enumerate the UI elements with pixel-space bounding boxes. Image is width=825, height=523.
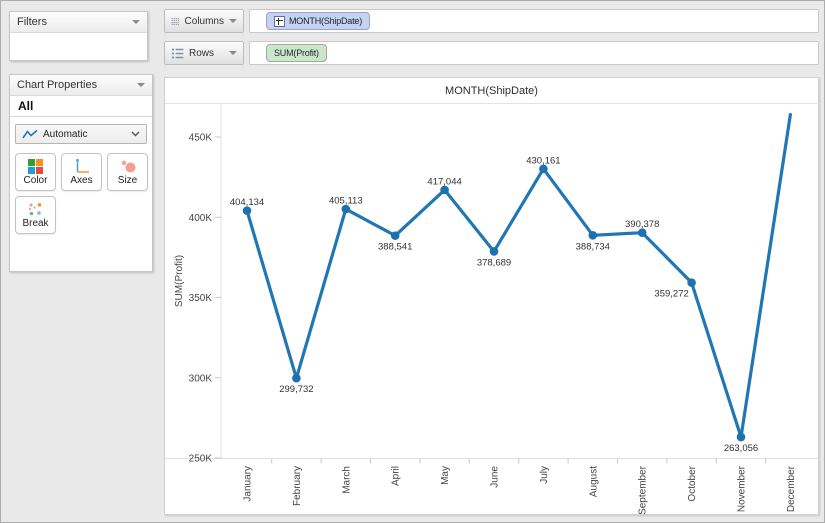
chart-title: MONTH(ShipDate) — [165, 78, 818, 104]
scope-row[interactable]: All — [10, 96, 152, 117]
shelf-menu-icon — [229, 19, 237, 23]
break-button-label: Break — [22, 217, 49, 229]
chart-properties-body: Automatic Color — [10, 117, 152, 271]
chart-properties-title: Chart Properties — [17, 79, 98, 91]
data-point[interactable] — [292, 373, 301, 383]
point-value-label: 430,161 — [526, 155, 560, 166]
data-point[interactable] — [489, 247, 499, 256]
axes-icon — [75, 158, 89, 173]
point-value-label: 390,378 — [625, 219, 659, 230]
y-tick-label: 350K — [189, 293, 213, 304]
collapse-icon — [132, 20, 140, 24]
y-axis-title: SUM(Profit) — [174, 255, 185, 307]
chart-type-dropdown[interactable]: Automatic — [15, 124, 147, 144]
x-tick-label[interactable]: September — [638, 465, 649, 515]
data-point[interactable] — [588, 231, 598, 240]
x-tick-label[interactable]: February — [292, 466, 303, 506]
color-grid-icon — [28, 158, 43, 174]
break-dots-icon — [28, 202, 42, 215]
axes-button[interactable]: Axes — [61, 153, 102, 191]
break-button[interactable]: Break — [15, 196, 56, 234]
point-value-label: 263,056 — [724, 443, 758, 454]
size-button-label: Size — [117, 174, 138, 186]
chart-properties-header[interactable]: Chart Properties — [10, 75, 152, 96]
x-tick-label[interactable]: June — [490, 466, 501, 488]
y-tick-label: 450K — [189, 133, 213, 144]
collapse-icon — [137, 83, 145, 87]
y-tick-label: 400K — [189, 213, 213, 224]
rows-pill-text: SUM(Profit) — [274, 48, 319, 58]
line-series[interactable] — [245, 112, 793, 439]
filters-drop-area[interactable] — [10, 33, 147, 60]
chart-panel: MONTH(ShipDate) 450K 400K 350K 300K 250K SUM(… — [164, 77, 819, 515]
x-tick-label[interactable]: July — [539, 466, 550, 484]
x-tick-label[interactable]: December — [786, 465, 797, 512]
chart-svg[interactable]: 450K 400K 350K 300K 250K SUM(Profit) January Fe… — [165, 104, 818, 515]
data-point[interactable] — [539, 164, 548, 174]
columns-shelf-field[interactable]: MONTH(ShipDate) — [249, 9, 819, 33]
data-point[interactable] — [637, 228, 647, 237]
scope-label: All — [18, 99, 34, 113]
rows-icon — [171, 47, 184, 59]
rows-shelf-label[interactable]: Rows — [164, 41, 244, 65]
data-point[interactable] — [242, 206, 252, 215]
data-point[interactable] — [736, 432, 746, 442]
point-value-label: 388,541 — [378, 242, 412, 253]
rows-shelf-field[interactable]: SUM(Profit) — [249, 41, 819, 65]
point-value-label: 405,113 — [329, 196, 363, 207]
x-tick-label[interactable]: November — [737, 465, 748, 512]
filters-panel-title: Filters — [17, 16, 47, 28]
y-tick-label: 250K — [189, 454, 213, 465]
chart-type-value: Automatic — [43, 128, 88, 140]
axes-button-label: Axes — [70, 174, 93, 186]
chevron-down-icon — [131, 131, 140, 137]
point-value-label: 404,134 — [230, 197, 264, 208]
x-tick-label[interactable]: October — [687, 465, 698, 501]
color-button-label: Color — [23, 174, 48, 186]
columns-pill[interactable]: MONTH(ShipDate) — [266, 12, 371, 30]
line-chart-icon — [22, 129, 38, 138]
point-value-label: 417,044 — [427, 176, 461, 187]
size-button[interactable]: Size — [107, 153, 148, 191]
x-tick-label[interactable]: March — [341, 466, 352, 494]
rows-shelf-text: Rows — [189, 47, 215, 59]
columns-shelf-text: Columns — [184, 15, 224, 27]
rows-pill[interactable]: SUM(Profit) — [266, 44, 327, 62]
point-value-label: 378,689 — [477, 257, 511, 268]
data-point[interactable] — [440, 185, 449, 195]
point-value-label: 299,732 — [279, 384, 313, 395]
size-circles-icon — [121, 160, 135, 172]
columns-icon — [171, 17, 179, 25]
x-tick-label[interactable]: April — [391, 466, 402, 486]
columns-pill-text: MONTH(ShipDate) — [289, 16, 363, 26]
point-value-label: 359,272 — [654, 289, 688, 300]
shelf-menu-icon — [229, 51, 237, 55]
filters-panel-header[interactable]: Filters — [10, 12, 147, 33]
color-button[interactable]: Color — [15, 153, 56, 191]
x-tick-label[interactable]: January — [243, 466, 254, 502]
expand-icon[interactable] — [274, 15, 285, 27]
filters-panel: Filters — [9, 11, 148, 61]
y-tick-label: 300K — [189, 373, 213, 384]
columns-shelf-label[interactable]: Columns — [164, 9, 244, 33]
x-tick-label[interactable]: May — [440, 466, 451, 485]
x-tick-label[interactable]: August — [588, 466, 599, 497]
point-value-label: 388,734 — [576, 241, 610, 252]
chart-properties-panel: Chart Properties All Automatic — [9, 74, 153, 272]
data-point[interactable] — [390, 231, 400, 240]
data-point[interactable] — [687, 278, 696, 287]
data-point[interactable] — [341, 204, 351, 214]
